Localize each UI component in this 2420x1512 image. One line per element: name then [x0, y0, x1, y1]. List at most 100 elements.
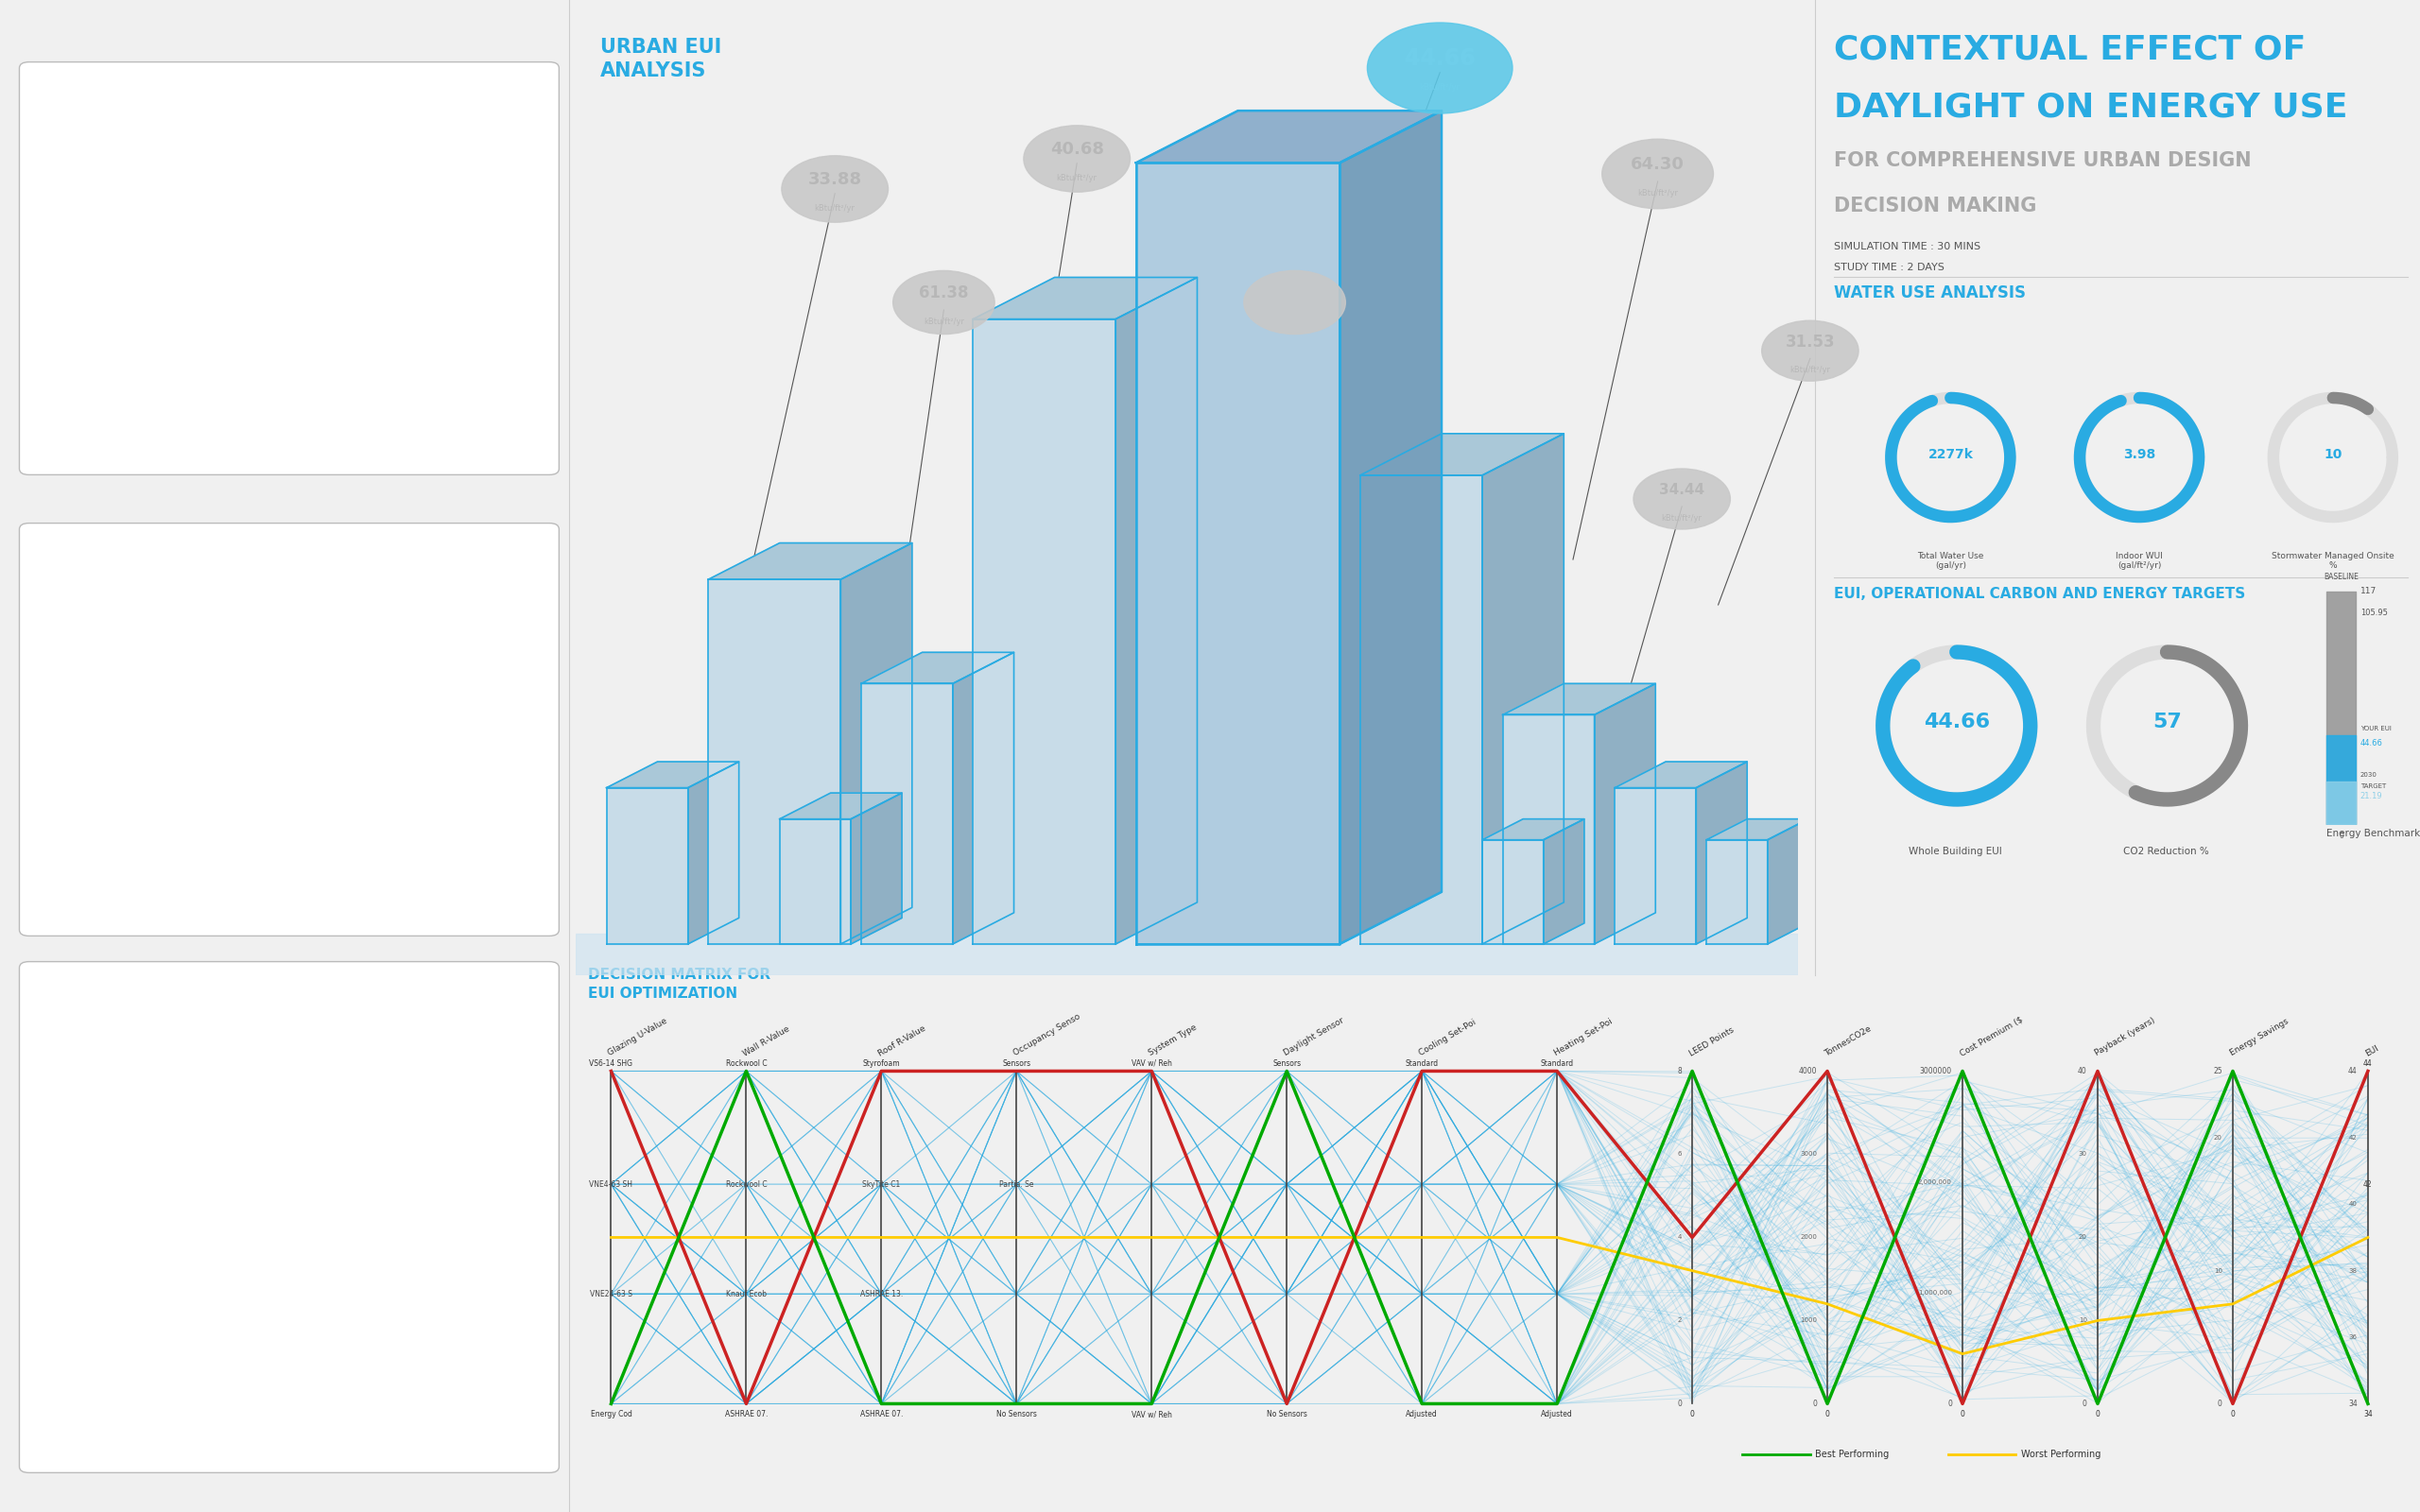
Text: Rockwool C: Rockwool C: [726, 1060, 767, 1067]
Text: ASHRAE 07.: ASHRAE 07.: [859, 1411, 903, 1418]
Text: Mostly Daylit ▶: Mostly Daylit ▶: [179, 1317, 230, 1323]
Text: 6: 6: [1677, 1152, 1682, 1157]
Polygon shape: [1706, 839, 1767, 943]
Text: Rockwool C: Rockwool C: [726, 1179, 767, 1188]
Text: 0: 0: [2231, 1411, 2236, 1418]
Text: 44.66: 44.66: [1404, 48, 1476, 70]
Text: POTENTIAL: POTENTIAL: [41, 909, 123, 922]
Polygon shape: [419, 231, 436, 355]
Polygon shape: [87, 1334, 136, 1361]
Polygon shape: [1503, 683, 1655, 715]
Text: Sensors: Sensors: [1002, 1060, 1031, 1067]
Text: 2000: 2000: [1800, 1235, 1817, 1240]
Text: kBtu/ft²/yr: kBtu/ft²/yr: [1275, 318, 1314, 327]
Polygon shape: [1595, 683, 1655, 943]
Text: 44.66: 44.66: [2360, 739, 2384, 747]
Polygon shape: [58, 1300, 259, 1323]
Text: 10: 10: [2214, 1269, 2222, 1273]
Text: 31.53: 31.53: [1786, 333, 1834, 351]
Text: 20: 20: [2214, 1136, 2222, 1140]
Polygon shape: [310, 1151, 511, 1173]
Polygon shape: [310, 215, 324, 355]
Polygon shape: [232, 1334, 278, 1361]
Polygon shape: [1614, 788, 1696, 943]
Polygon shape: [687, 762, 738, 943]
Text: MAXIMUM SUNLIGHT: MAXIMUM SUNLIGHT: [41, 428, 196, 442]
Polygon shape: [607, 762, 738, 788]
Text: 12: 12: [356, 410, 399, 442]
Text: Roof R-Value: Roof R-Value: [876, 1024, 927, 1058]
Text: sDA: sDA: [169, 1371, 203, 1388]
Polygon shape: [319, 135, 370, 355]
Text: 4000: 4000: [1798, 1067, 1817, 1075]
Polygon shape: [1483, 839, 1544, 943]
Text: TARGET: TARGET: [2360, 783, 2386, 789]
Text: 10: 10: [2079, 1318, 2086, 1323]
Text: 10: 10: [2323, 448, 2343, 461]
Polygon shape: [1135, 163, 1341, 943]
Text: 42: 42: [2350, 1136, 2357, 1140]
Polygon shape: [269, 219, 310, 355]
Polygon shape: [365, 680, 414, 816]
Text: Energy Benchmarking: Energy Benchmarking: [2326, 829, 2420, 838]
Text: URBAN EUI
ANALYSIS: URBAN EUI ANALYSIS: [600, 38, 721, 80]
Text: 40.68: 40.68: [1050, 141, 1104, 159]
Polygon shape: [1544, 820, 1585, 943]
Polygon shape: [310, 1300, 511, 1323]
Text: kBtu/ft²/yr: kBtu/ft²/yr: [1638, 189, 1677, 198]
Text: SIMULATION TIME : 30 MINS: SIMULATION TIME : 30 MINS: [1834, 242, 1982, 251]
Text: SkyTite C1: SkyTite C1: [862, 1179, 900, 1188]
Text: Whole Building EUI: Whole Building EUI: [1909, 847, 2001, 856]
Polygon shape: [1135, 110, 1442, 163]
Text: 1000: 1000: [1800, 1318, 1817, 1323]
Polygon shape: [259, 180, 273, 355]
Polygon shape: [58, 1101, 259, 1123]
Text: STUDY TIME : 2 DAYS: STUDY TIME : 2 DAYS: [1834, 263, 1946, 272]
Text: Cooling Set-Poi: Cooling Set-Poi: [1418, 1018, 1479, 1058]
Polygon shape: [189, 640, 206, 816]
Polygon shape: [58, 1051, 259, 1074]
Polygon shape: [184, 1334, 232, 1361]
Polygon shape: [58, 1275, 259, 1297]
Text: kBtu/ft²/yr: kBtu/ft²/yr: [1791, 366, 1830, 375]
Polygon shape: [58, 1025, 259, 1049]
Text: Partia. Se: Partia. Se: [999, 1179, 1033, 1188]
Text: TonnesCO2e: TonnesCO2e: [1822, 1024, 1873, 1058]
Polygon shape: [852, 792, 903, 943]
Text: Standard: Standard: [1406, 1060, 1437, 1067]
Text: 3000: 3000: [1800, 1152, 1817, 1157]
Text: 2: 2: [1677, 1318, 1682, 1323]
Polygon shape: [273, 572, 293, 816]
Polygon shape: [208, 186, 259, 355]
Polygon shape: [973, 277, 1198, 319]
Text: 34.44: 34.44: [1660, 482, 1704, 497]
Polygon shape: [428, 186, 469, 355]
Text: kBtu/ft²/yr: kBtu/ft²/yr: [1663, 514, 1701, 523]
Text: DECISION MAKING: DECISION MAKING: [1834, 197, 2038, 215]
Polygon shape: [63, 596, 123, 816]
Text: Heating Set-Poi: Heating Set-Poi: [1554, 1018, 1614, 1058]
Text: 1,000,000: 1,000,000: [1919, 1290, 1953, 1296]
Polygon shape: [310, 1025, 511, 1049]
Polygon shape: [1360, 434, 1563, 475]
Text: 61.38: 61.38: [920, 284, 968, 302]
Text: 57: 57: [2151, 712, 2183, 732]
Text: 40: 40: [2350, 1202, 2357, 1207]
Text: 264: 264: [356, 871, 421, 903]
Text: EUI, OPERATIONAL CARBON AND ENERGY TARGETS: EUI, OPERATIONAL CARBON AND ENERGY TARGE…: [1834, 587, 2246, 600]
Polygon shape: [862, 683, 953, 943]
Polygon shape: [58, 1250, 259, 1273]
Text: kWh/m2: kWh/m2: [453, 898, 523, 915]
Text: Best Performing: Best Performing: [1815, 1450, 1890, 1459]
Text: 21.19: 21.19: [2360, 792, 2384, 800]
Text: 25: 25: [2214, 1067, 2222, 1075]
Text: 0: 0: [1677, 1400, 1682, 1408]
Polygon shape: [198, 95, 213, 355]
Text: Adjusted: Adjusted: [1542, 1411, 1573, 1418]
Text: BASELINE: BASELINE: [2323, 573, 2360, 581]
Polygon shape: [58, 1075, 259, 1098]
Polygon shape: [310, 1201, 511, 1223]
Text: Total Water Use
(gal/yr): Total Water Use (gal/yr): [1917, 552, 1984, 570]
Text: Indoor WUI
(gal/ft²/yr): Indoor WUI (gal/ft²/yr): [2115, 552, 2163, 570]
Polygon shape: [1360, 475, 1483, 943]
